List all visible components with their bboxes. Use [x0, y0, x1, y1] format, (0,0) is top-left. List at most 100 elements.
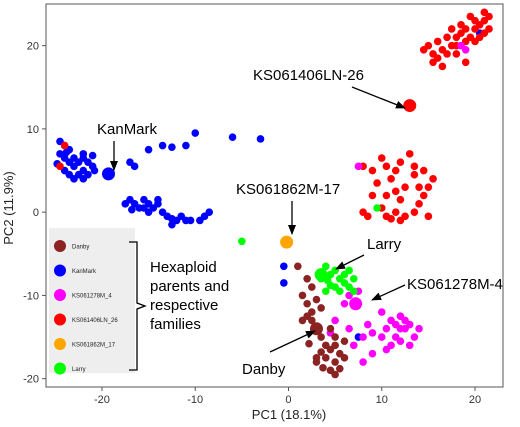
point-ks061278m-4 [354, 162, 363, 171]
annotation-larry: Larry [335, 236, 402, 270]
y-tick-label: 10 [27, 124, 39, 136]
point-ks061406ln-26 [368, 166, 377, 175]
legend-brace-label-line: parents and [150, 278, 229, 295]
point-ks061406ln-26 [443, 33, 451, 42]
point-kanmark [62, 148, 71, 157]
point-ks061406ln-26 [461, 58, 470, 67]
legend-label-larry: Larry [72, 367, 86, 373]
parent-point-larry [314, 268, 328, 282]
point-kanmark [79, 150, 88, 158]
plot-frame [45, 3, 504, 388]
point-ks061406ln-26 [415, 183, 423, 191]
x-tick-label: -20 [94, 394, 110, 406]
point-ks061406ln-26 [410, 170, 419, 179]
annotations-layer: KanMark KS061406LN-26 KS061862M-17 Larry… [97, 67, 503, 378]
point-danby [331, 370, 339, 379]
point-ks061406ln-26 [438, 62, 447, 71]
point-kanmark [70, 162, 78, 171]
point-danby [331, 341, 339, 350]
point-ks061406ln-26 [419, 45, 428, 54]
point-ks061278m-4 [345, 324, 353, 333]
point-ks061406ln-26 [457, 21, 465, 29]
point-kanmark [205, 208, 214, 216]
annotation-ks061278m-4-label: KS061278M-4 [407, 276, 503, 293]
point-ks061406ln-26 [410, 208, 419, 216]
legend-key-ks061862m-17 [54, 338, 66, 350]
point-ks061406ln-26 [387, 175, 395, 183]
point-danby [326, 324, 335, 333]
point-danby [340, 337, 349, 346]
point-larry [321, 287, 330, 296]
point-kanmark [88, 151, 97, 160]
point-danby [294, 262, 302, 271]
point-ks061406ln-26 [401, 183, 409, 191]
point-ks061406ln-26 [429, 58, 437, 67]
parent-point-ks061278m-4 [349, 297, 363, 311]
point-danby [335, 364, 344, 373]
legend: Danby KanMark KS061278M_4 KS061406LN_26 KS06… [49, 228, 229, 375]
point-ks061406ln-26 [391, 208, 400, 216]
point-kanmark [144, 145, 153, 154]
point-ks061406ln-26 [447, 25, 456, 33]
legend-key-kanmark [54, 264, 66, 277]
annotation-larry-label: Larry [367, 236, 402, 253]
point-kanmark [168, 143, 176, 152]
point-ks061406ln-26 [391, 187, 400, 196]
point-ks061278m-4 [396, 337, 405, 346]
point-danby [317, 333, 325, 341]
point-danby [321, 354, 330, 362]
parent-point-ks061862m-17 [280, 235, 294, 249]
point-larry [335, 287, 344, 296]
point-danby [317, 304, 325, 312]
point-ks061278m-4 [382, 345, 391, 354]
x-axis-title: PC1 (18.1%) [252, 407, 326, 422]
point-danby [303, 299, 311, 308]
legend-key-danby [54, 240, 66, 252]
legend-label-ks061406ln-26: KS061406LN_26 [72, 318, 118, 324]
point-ks061406ln-26 [424, 183, 433, 191]
point-ks061406ln-26 [410, 162, 419, 171]
y-axis-ticks: -20 -10 0 10 20 [23, 41, 46, 386]
point-ks061406ln-26 [433, 37, 442, 46]
point-kanmark [191, 129, 200, 137]
legend-brace-label-line: families [150, 316, 201, 333]
point-larry [349, 274, 358, 283]
point-larry [321, 262, 330, 271]
point-ks061278m-4 [461, 45, 470, 54]
x-tick-label: 0 [285, 394, 291, 406]
annotation-danby: Danby [242, 330, 316, 378]
annotation-kanmark: KanMark [97, 121, 158, 171]
point-kanmark [90, 166, 99, 175]
parent-point-ks061406ln-26 [403, 99, 417, 113]
annotation-ks061862m-17: KS061862M-17 [236, 181, 340, 235]
y-tick-label: 0 [33, 207, 39, 219]
annotation-ks061278m-4: KS061278M-4 [371, 276, 503, 301]
point-ks061406ln-26 [382, 191, 391, 200]
point-larry [345, 266, 353, 275]
point-kanmark [228, 133, 237, 142]
point-danby [331, 333, 339, 341]
legend-key-larry [54, 362, 66, 375]
point-kanmark [158, 141, 167, 150]
point-ks061278m-4 [368, 349, 377, 358]
legend-brace [129, 241, 147, 371]
point-kanmark [70, 175, 78, 183]
point-kanmark [280, 279, 288, 287]
legend-brace-label: Hexaploid parents and respective families [150, 259, 229, 333]
point-danby [303, 274, 311, 283]
data-points-layer [53, 8, 493, 379]
point-kanmark [130, 162, 139, 171]
point-danby [308, 283, 316, 291]
point-ks061278m-4 [396, 324, 405, 333]
point-kanmark [168, 220, 176, 229]
point-ks061406ln-26 [452, 50, 461, 58]
point-ks061278m-4 [359, 333, 367, 341]
y-axis-title: PC2 (11.9%) [1, 171, 16, 244]
point-ks061278m-4 [401, 316, 409, 325]
point-ks061406ln-26 [466, 12, 475, 21]
point-danby [317, 348, 325, 356]
legend-label-danby: Danby [72, 245, 89, 251]
point-ks061406ln-26 [405, 150, 414, 158]
y-tick-label: -20 [23, 374, 39, 386]
annotation-larry-arrow [335, 254, 365, 270]
